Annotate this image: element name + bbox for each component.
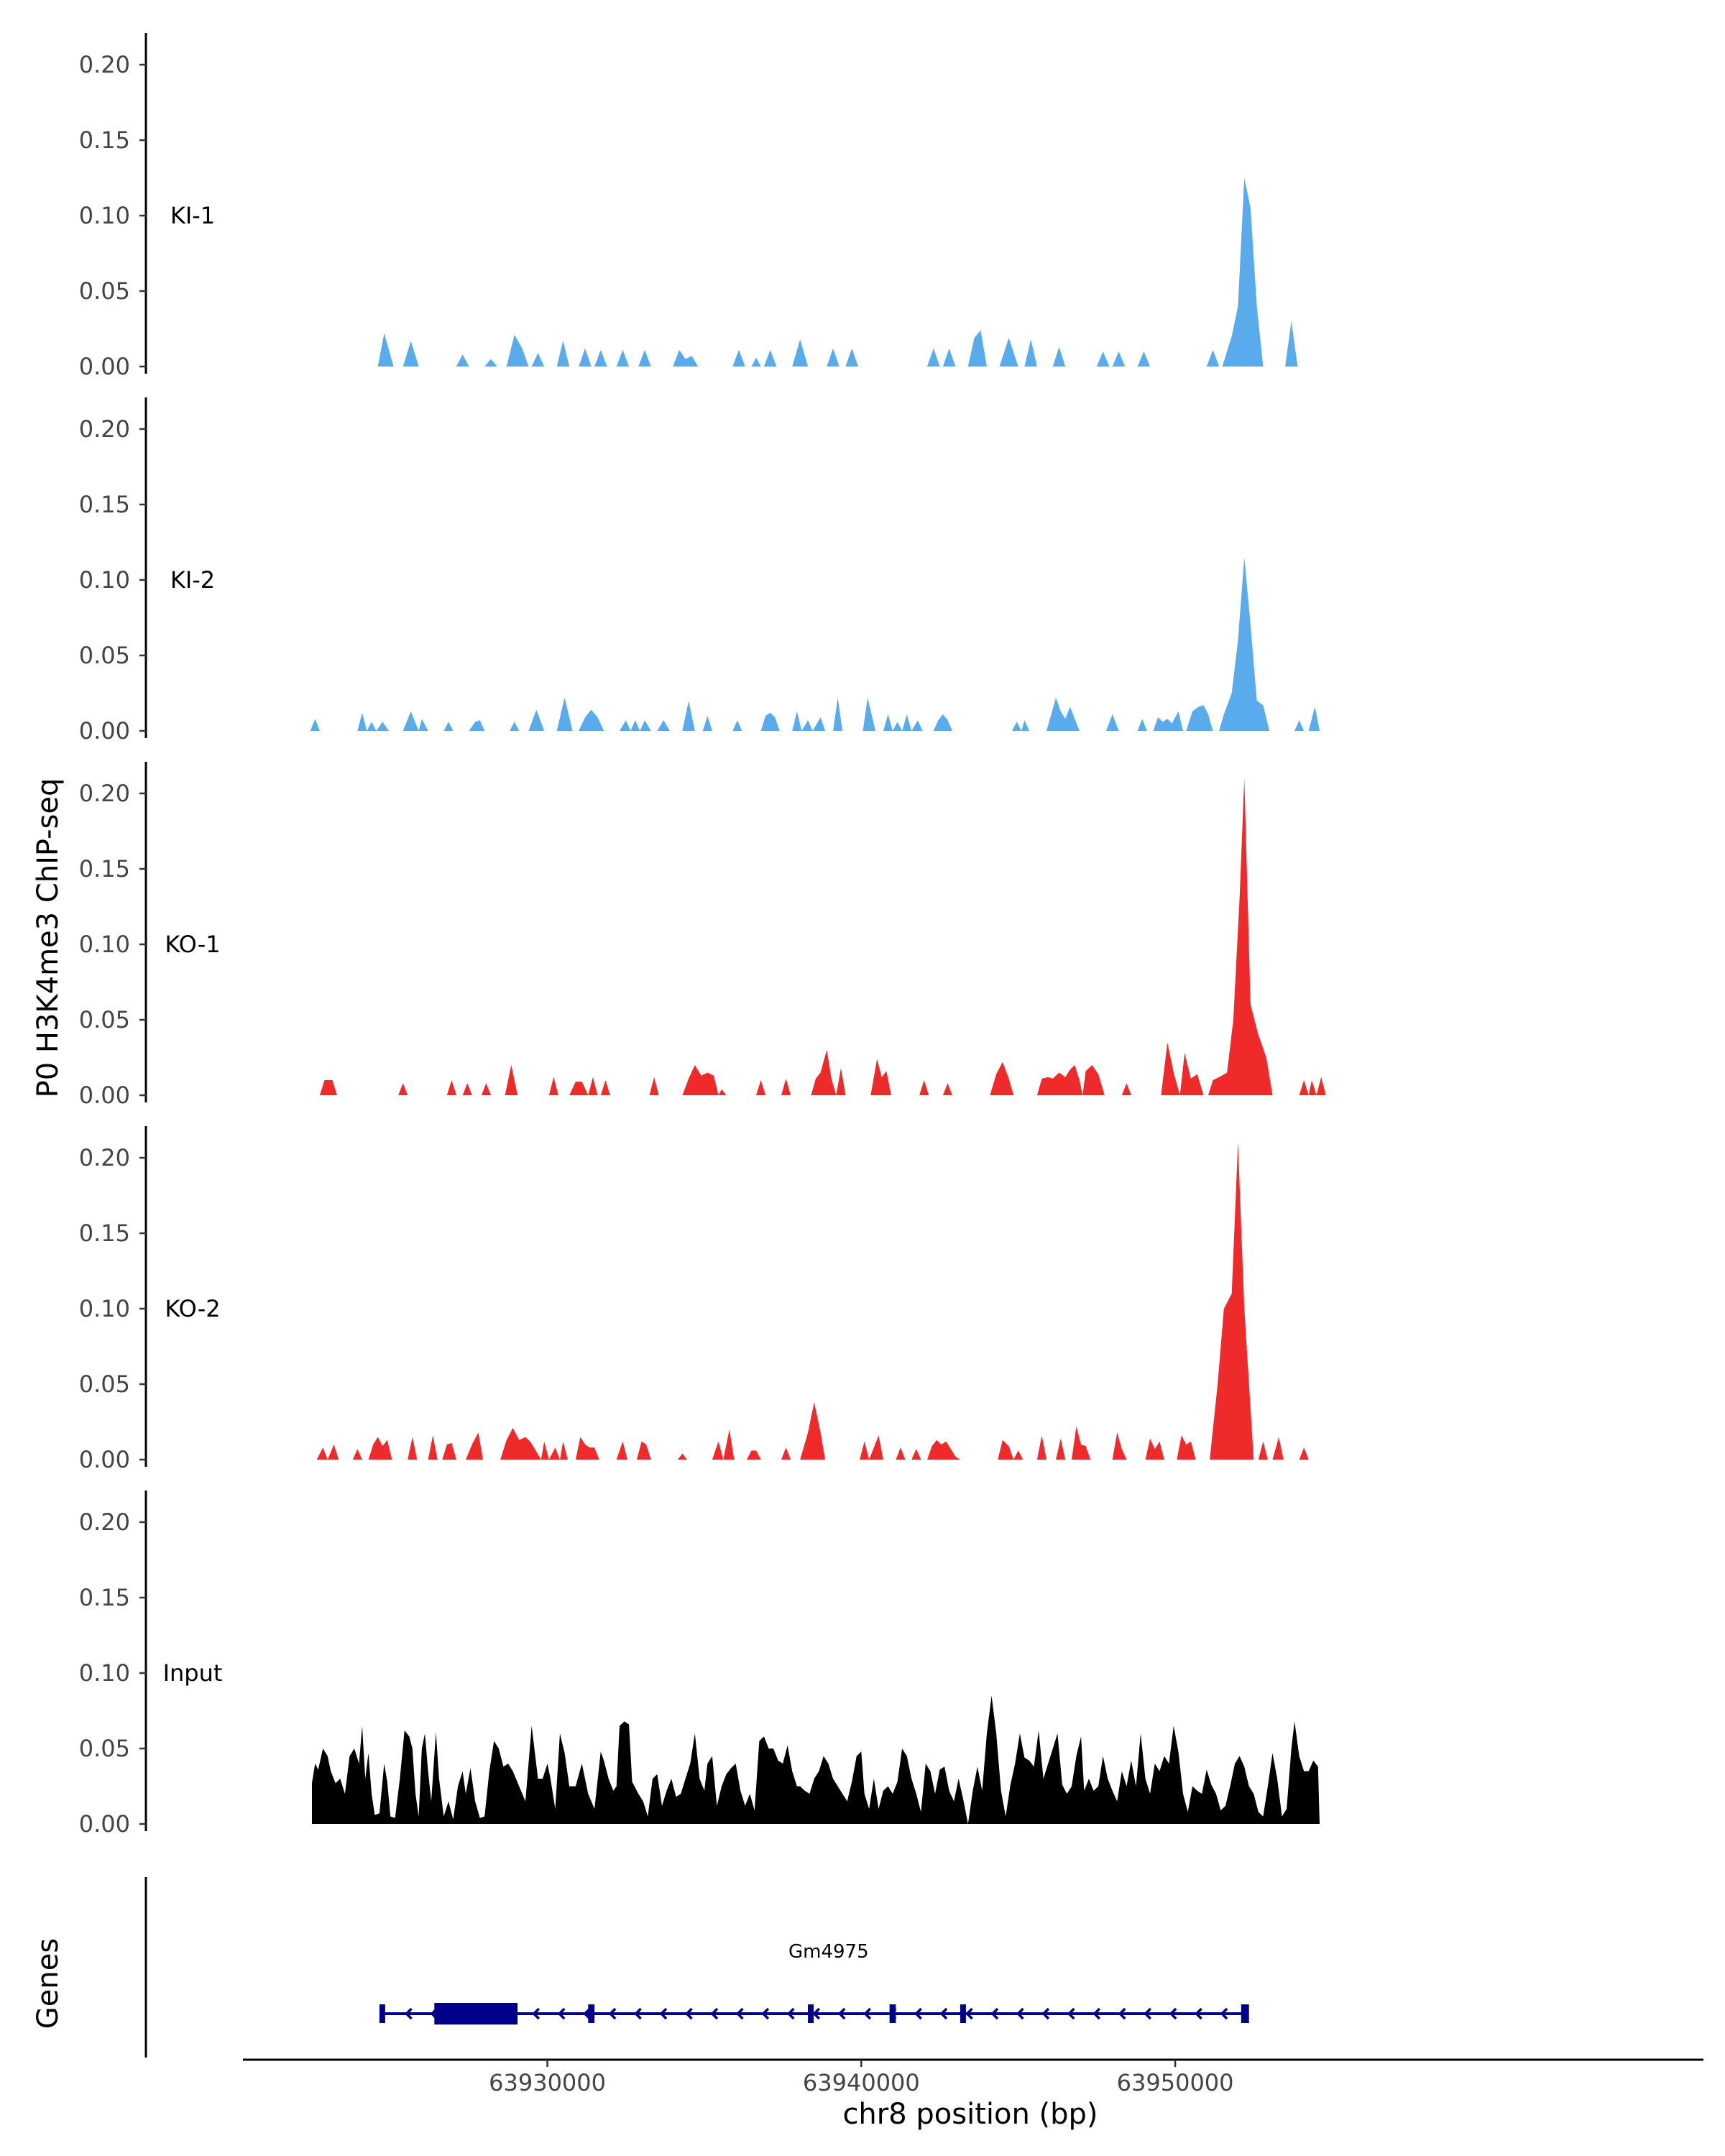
y-tick-label: 0.10 [79, 931, 130, 958]
strand-arrow [1169, 2007, 1177, 2020]
x-tick-label: 63950000 [1117, 2069, 1234, 2096]
y-tick-label: 0.15 [79, 855, 130, 883]
gene-model: Gm4975 [379, 1941, 1249, 2024]
strand-arrow [685, 2007, 693, 2020]
y-tick-label: 0.00 [79, 717, 130, 745]
track-label-input: Input [163, 1659, 223, 1687]
y-tick-label: 0.00 [79, 353, 130, 380]
strand-arrow [1195, 2007, 1202, 2020]
strand-arrow [735, 2007, 744, 2020]
y-tick-label: 0.10 [79, 566, 130, 594]
strand-arrow [812, 2007, 821, 2020]
x-tick-label: 63940000 [803, 2069, 920, 2096]
track-label-ki-2: KI-2 [170, 566, 215, 594]
y-tick-label: 0.20 [79, 780, 130, 807]
gene-exon [889, 2004, 896, 2023]
gene-track: Gm4975 [144, 1877, 1249, 2058]
strand-arrow [914, 2007, 922, 2020]
strand-arrow [786, 2007, 795, 2020]
y-tick-label: 0.15 [79, 491, 130, 518]
strand-arrow [837, 2007, 846, 2020]
gene-exon [808, 2004, 814, 2023]
y-tick-label: 0.00 [79, 1082, 130, 1109]
strand-arrow [710, 2007, 719, 2020]
strand-arrow [1067, 2007, 1075, 2020]
x-axis: 63930000 63940000 63950000 [243, 2058, 1703, 2096]
y-tick-label: 0.20 [79, 1508, 130, 1536]
coverage-area-ko-2 [316, 1143, 1309, 1460]
y-tick-label: 0.00 [79, 1446, 130, 1473]
gene-exon [588, 2004, 595, 2023]
y-tick-label: 0.05 [79, 1370, 130, 1398]
track-label-ko-2: KO-2 [165, 1295, 220, 1322]
strand-arrow [863, 2007, 871, 2020]
track-panel-ko-2: 0.00 0.05 0.10 0.15 0.20 KO-2 [79, 1126, 1309, 1473]
y-tick-label: 0.10 [79, 202, 130, 229]
y-tick-label: 0.05 [79, 642, 130, 669]
gene-name-label: Gm4975 [788, 1941, 869, 1963]
genes-track-label: Genes [32, 1938, 65, 2029]
y-tick-label: 0.05 [79, 1735, 130, 1762]
strand-arrow [634, 2007, 642, 2020]
strand-arrow [939, 2007, 948, 2020]
strand-arrow [405, 2007, 413, 2020]
gene-exon [960, 2004, 966, 2023]
strand-arrow [532, 2007, 540, 2020]
track-panel-ko-1: 0.00 0.05 0.10 0.15 0.20 KO-1 [79, 762, 1326, 1109]
strand-arrow [557, 2007, 566, 2020]
x-tick-label: 63930000 [489, 2069, 606, 2096]
y-tick-label: 0.05 [79, 1006, 130, 1033]
coverage-area-ki-2 [310, 557, 1320, 731]
track-panels: 0.00 0.05 0.10 0.15 0.20 KI-1 0.00 0.05 0.10 0.15… [79, 33, 1326, 1838]
track-label-ki-1: KI-1 [170, 202, 215, 229]
coverage-area-ki-1 [377, 178, 1298, 367]
gene-exon [379, 2004, 385, 2023]
coverage-area-input [312, 1695, 1320, 1824]
y-tick-label: 0.20 [79, 415, 130, 443]
track-label-ko-1: KO-1 [165, 931, 220, 958]
strand-arrow [1016, 2007, 1024, 2020]
strand-arrow [1092, 2007, 1101, 2020]
y-tick-label: 0.15 [79, 1220, 130, 1247]
track-panel-input: 0.00 0.05 0.10 0.15 0.20 Input [79, 1491, 1320, 1838]
gene-exon [1241, 2004, 1249, 2023]
coverage-area-ko-1 [319, 778, 1326, 1095]
y-tick-label: 0.15 [79, 1584, 130, 1611]
track-panel-ki-1: 0.00 0.05 0.10 0.15 0.20 KI-1 [79, 33, 1298, 380]
strand-arrow [1144, 2007, 1151, 2020]
track-panel-ki-2: 0.00 0.05 0.10 0.15 0.20 KI-2 [79, 397, 1320, 745]
y-axis-label: P0 H3K4me3 ChIP-seq [32, 778, 65, 1098]
strand-arrow [965, 2007, 973, 2020]
strand-arrow [1041, 2007, 1050, 2020]
y-tick-label: 0.10 [79, 1295, 130, 1322]
strand-arrow [1220, 2007, 1228, 2020]
y-tick-label: 0.20 [79, 1144, 130, 1171]
y-tick-label: 0.00 [79, 1810, 130, 1838]
strand-arrow [1118, 2007, 1126, 2020]
strand-arrow [990, 2007, 999, 2020]
strand-arrow [761, 2007, 770, 2020]
gene-exon [434, 2003, 518, 2024]
strand-arrow [608, 2007, 617, 2020]
y-tick-label: 0.10 [79, 1659, 130, 1687]
strand-arrow [659, 2007, 668, 2020]
y-tick-label: 0.05 [79, 277, 130, 305]
x-axis-label: chr8 position (bp) [842, 2098, 1098, 2131]
y-tick-label: 0.20 [79, 51, 130, 78]
y-tick-label: 0.15 [79, 126, 130, 154]
